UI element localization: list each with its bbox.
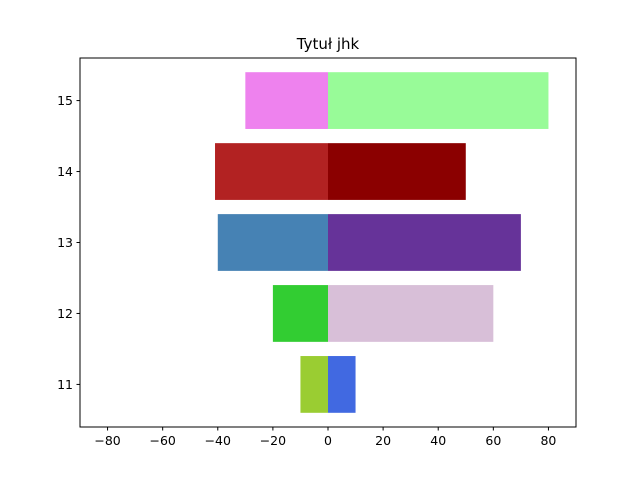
x-tick-label: −40 [205,433,231,448]
bar-12-negative [272,285,328,342]
x-tick-label: 20 [375,433,391,448]
x-axis: −80 −60 −40 −20 0 20 40 60 80 [94,427,556,448]
x-tick-label: 60 [485,433,501,448]
x-tick-label: −60 [149,433,175,448]
bars-group [215,72,549,413]
x-tick-label: 0 [324,433,332,448]
y-tick-label: 12 [57,306,73,321]
y-tick-label: 11 [57,377,73,392]
bar-11-negative [300,356,328,413]
bar-14-negative [215,143,328,200]
x-tick-label: −20 [260,433,286,448]
bar-11-positive [328,356,356,413]
bar-14-positive [328,143,466,200]
bar-13-negative [217,214,328,271]
x-tick-label: 80 [540,433,556,448]
x-tick-label: −80 [94,433,120,448]
x-tick-label: 40 [430,433,446,448]
y-tick-label: 14 [57,164,73,179]
bar-15-positive [328,72,549,129]
chart-title: Tytuł jhk [296,35,360,53]
bar-12-positive [328,285,494,342]
y-axis: 11 12 13 14 15 [57,93,80,392]
y-tick-label: 13 [57,235,73,250]
bar-15-negative [245,72,328,129]
y-tick-label: 15 [57,93,73,108]
bar-13-positive [328,214,521,271]
